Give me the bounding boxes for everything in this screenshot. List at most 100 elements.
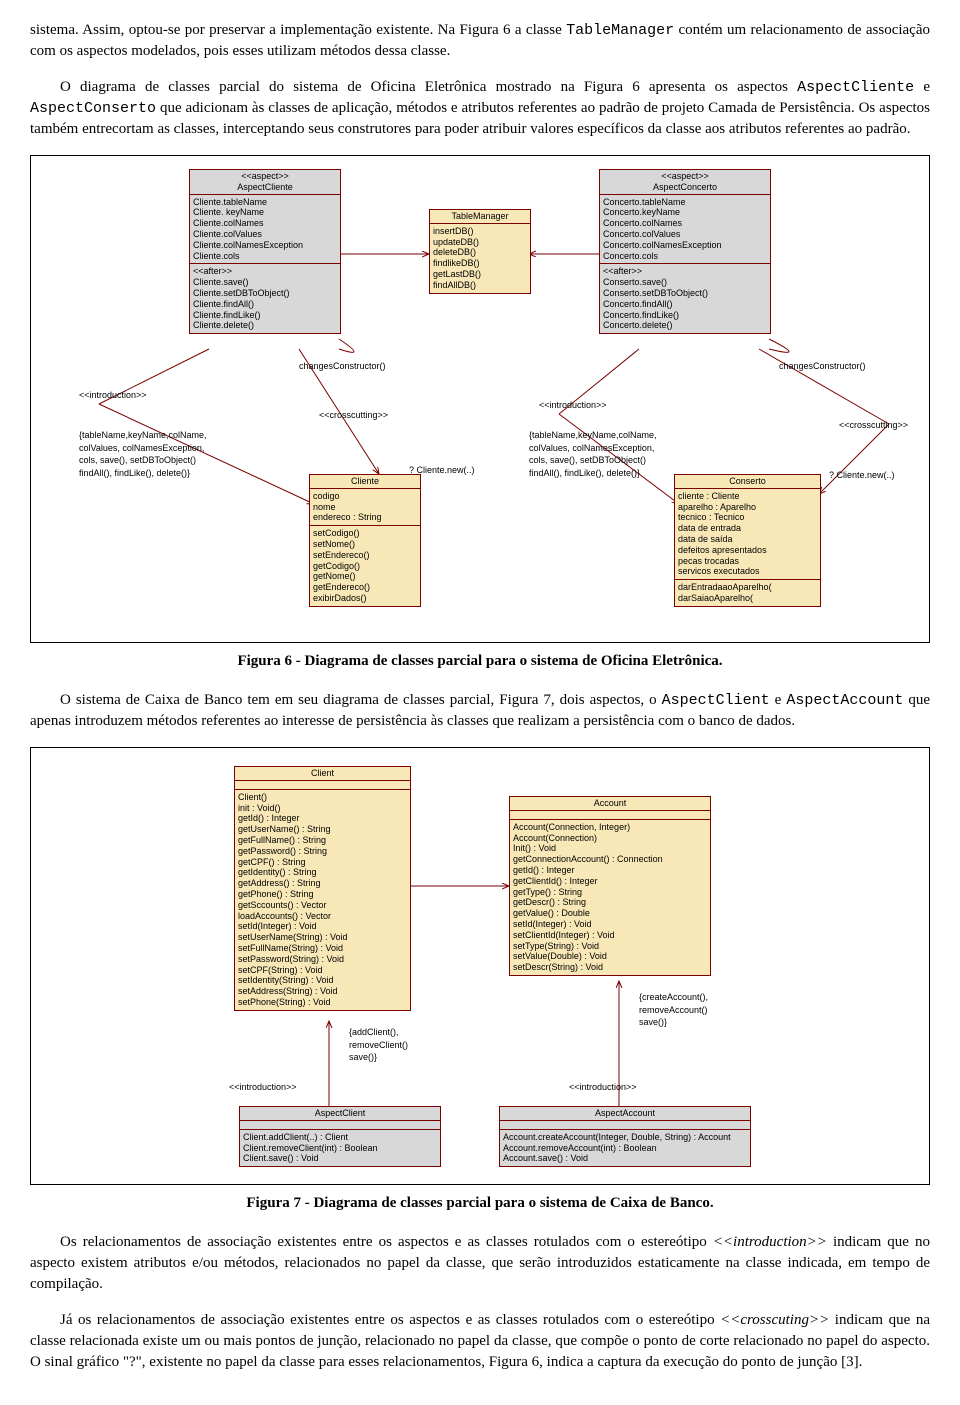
uml-row: Conserto.setDBToObject()	[603, 288, 767, 299]
aspect-cliente-nm: AspectCliente	[193, 182, 337, 193]
aspect-concerto-nm: AspectConcerto	[603, 182, 767, 193]
uml-row: Conserto.save()	[603, 277, 767, 288]
p4: Os relacionamentos de associação existen…	[30, 1234, 930, 1292]
paragraph-1: sistema. Assim, optou-se por preservar a…	[30, 20, 930, 62]
p2a: O diagrama de classes parcial do sistema…	[60, 79, 797, 95]
aspect-cliente-st: <<aspect>>	[193, 171, 337, 182]
note-r: {tableName,keyName,colName, colValues, c…	[529, 429, 657, 479]
aspect-account-title: AspectAccount	[500, 1107, 750, 1121]
changes-l: changesConstructor()	[299, 360, 386, 373]
uml-row: Concerto.delete()	[603, 320, 767, 331]
intro-l: <<introduction>>	[79, 389, 147, 402]
uml-row: Account.createAccount(Integer, Double, S…	[503, 1132, 747, 1143]
aspect-concerto-attrs: Concerto.tableNameConcerto.keyNameConcer…	[600, 195, 770, 265]
uml-row: getValue() : Double	[513, 908, 707, 919]
p2b: e	[914, 79, 930, 95]
uml-row: Concerto.colNamesException	[603, 240, 767, 251]
account-box: Account Account(Connection, Integer)Acco…	[509, 796, 711, 976]
uml-row: Client.addClient(..) : Client	[243, 1132, 437, 1143]
p2-code1: AspectCliente	[797, 79, 914, 96]
client-box: Client Client()init : Void()getId() : In…	[234, 766, 411, 1011]
uml-row: Account.save() : Void	[503, 1153, 747, 1164]
uml-row: codigo	[313, 491, 417, 502]
uml-row: findAllDB()	[433, 280, 527, 291]
uml-row: Concerto.tableName	[603, 197, 767, 208]
uml-row: getSccounts() : Vector	[238, 900, 407, 911]
uml-row: getIdentity() : String	[238, 867, 407, 878]
aspect-concerto-title: <<aspect>> AspectConcerto	[600, 170, 770, 195]
paragraph-3: O sistema de Caixa de Banco tem em seu d…	[30, 690, 930, 732]
uml-row: setUserName(String) : Void	[238, 932, 407, 943]
uml-row: setId(Integer) : Void	[513, 919, 707, 930]
uml-row: setCodigo()	[313, 528, 417, 539]
cliente-ops: setCodigo()setNome()setEndereco()getCodi…	[310, 526, 420, 606]
figure-6-inner: <<aspect>> AspectCliente Cliente.tableNa…	[39, 164, 921, 634]
p2-code2: AspectConserto	[30, 100, 156, 117]
uml-row: setPassword(String) : Void	[238, 954, 407, 965]
figure-7-inner: Client Client()init : Void()getId() : In…	[39, 756, 921, 1176]
uml-row: Client.save() : Void	[243, 1153, 437, 1164]
uml-row: endereco : String	[313, 512, 417, 523]
aspect-client-empty	[240, 1121, 440, 1130]
uml-row: insertDB()	[433, 226, 527, 237]
uml-row: setFullName(String) : Void	[238, 943, 407, 954]
changes-r: changesConstructor()	[779, 360, 866, 373]
uml-row: Cliente.save()	[193, 277, 337, 288]
cross-l: <<crosscutting>>	[319, 409, 388, 422]
uml-row: Concerto.keyName	[603, 207, 767, 218]
account-empty	[510, 811, 710, 820]
uml-row: defeitos apresentados	[678, 545, 817, 556]
uml-row: getClientId() : Integer	[513, 876, 707, 887]
p3b: e	[770, 692, 787, 708]
q-l: ? Cliente.new(..)	[409, 464, 475, 477]
aspect-cliente-box: <<aspect>> AspectCliente Cliente.tableNa…	[189, 169, 341, 334]
uml-row: getPhone() : String	[238, 889, 407, 900]
table-manager-box: TableManager insertDB()updateDB()deleteD…	[429, 209, 531, 294]
paragraph-4: Os relacionamentos de associação existen…	[30, 1232, 930, 1295]
p2c: que adicionam às classes de aplicação, m…	[30, 100, 930, 137]
uml-row: Cliente.setDBToObject()	[193, 288, 337, 299]
paragraph-2: O diagrama de classes parcial do sistema…	[30, 77, 930, 140]
aspect-account-empty	[500, 1121, 750, 1130]
uml-row: <<after>>	[193, 266, 337, 277]
p1a: sistema. Assim, optou-se por preservar a…	[30, 22, 566, 38]
aspect-concerto-box: <<aspect>> AspectConcerto Concerto.table…	[599, 169, 771, 334]
uml-row: setValue(Double) : Void	[513, 951, 707, 962]
client-note: {addClient(), removeClient() save()}	[349, 1026, 408, 1064]
client-title: Client	[235, 767, 410, 781]
uml-row: loadAccounts() : Vector	[238, 911, 407, 922]
uml-row: getId() : Integer	[238, 813, 407, 824]
q-r: ? Cliente.new(..)	[829, 469, 895, 482]
uml-row: setIdentity(String) : Void	[238, 975, 407, 986]
client-empty	[235, 781, 410, 790]
uml-row: tecnico : Tecnico	[678, 512, 817, 523]
uml-row: setClientId(Integer) : Void	[513, 930, 707, 941]
uml-row: Concerto.cols	[603, 251, 767, 262]
table-manager-title: TableManager	[430, 210, 530, 224]
uml-row: getId() : Integer	[513, 865, 707, 876]
p5: Já os relacionamentos de associação exis…	[30, 1312, 930, 1370]
uml-row: data de saída	[678, 534, 817, 545]
uml-row: Concerto.findAll()	[603, 299, 767, 310]
fig7-connectors	[39, 756, 939, 1176]
uml-row: getEndereco()	[313, 582, 417, 593]
intro-r7: <<introduction>>	[569, 1081, 637, 1094]
uml-row: getType() : String	[513, 887, 707, 898]
uml-row: Cliente. keyName	[193, 207, 337, 218]
uml-row: Cliente.delete()	[193, 320, 337, 331]
uml-row: pecas trocadas	[678, 556, 817, 567]
uml-row: Account.removeAccount(int) : Boolean	[503, 1143, 747, 1154]
figure-6-caption: Figura 6 - Diagrama de classes parcial p…	[30, 651, 930, 672]
account-title: Account	[510, 797, 710, 811]
uml-row: setEndereco()	[313, 550, 417, 561]
uml-row: setType(String) : Void	[513, 941, 707, 952]
aspect-concerto-ops: <<after>>Conserto.save()Conserto.setDBTo…	[600, 264, 770, 333]
conserto-box: Conserto cliente : Clienteaparelho : Apa…	[674, 474, 821, 607]
uml-row: getCodigo()	[313, 561, 417, 572]
uml-row: getConnectionAccount() : Connection	[513, 854, 707, 865]
uml-row: Concerto.colNames	[603, 218, 767, 229]
uml-row: Account(Connection, Integer)	[513, 822, 707, 833]
conserto-ops: darEntradaaoAparelho(darSaiaoAparelho(	[675, 580, 820, 606]
uml-row: Cliente.colValues	[193, 229, 337, 240]
uml-row: setCPF(String) : Void	[238, 965, 407, 976]
